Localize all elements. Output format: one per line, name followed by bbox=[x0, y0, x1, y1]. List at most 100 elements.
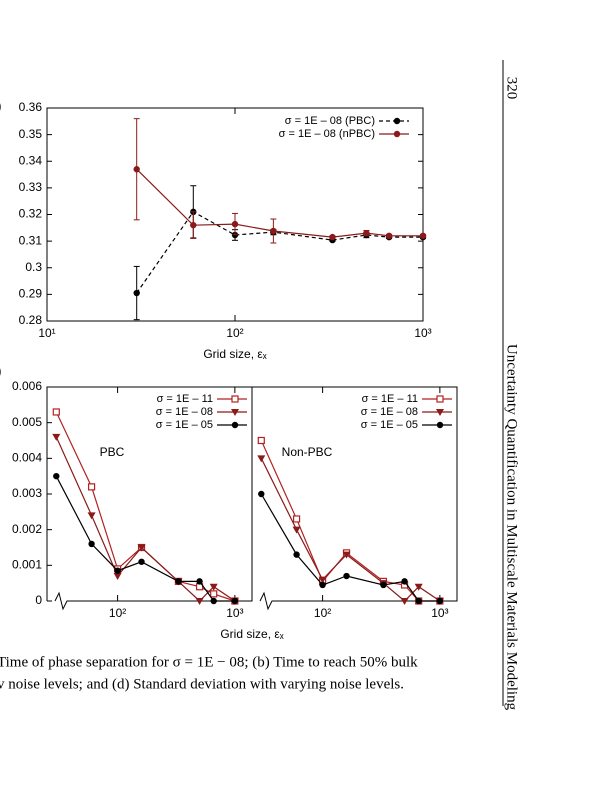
y-tick-label: 0.34 bbox=[19, 153, 43, 167]
series-line bbox=[55, 475, 235, 602]
marker bbox=[190, 221, 197, 229]
marker bbox=[210, 590, 218, 598]
marker bbox=[414, 583, 423, 591]
legend-marker bbox=[436, 421, 444, 429]
legend-label: σ = 1E – 11 bbox=[362, 393, 418, 405]
marker bbox=[292, 515, 301, 523]
y-tick-label: 0.006 bbox=[12, 379, 42, 393]
y-tick-label: 0.32 bbox=[19, 207, 43, 221]
marker bbox=[113, 573, 122, 581]
y-tick-label: 0.001 bbox=[12, 558, 42, 572]
x-tick-label: 10³ bbox=[431, 606, 448, 620]
series-line bbox=[260, 493, 440, 602]
marker bbox=[329, 233, 336, 241]
marker bbox=[53, 472, 60, 480]
y-tick-label: 0 bbox=[35, 593, 42, 607]
legend-marker bbox=[231, 421, 239, 429]
x-tick-label: 10³ bbox=[226, 606, 243, 620]
marker bbox=[133, 289, 140, 297]
running-head: Uncertainty Quantification in Multiscale… bbox=[504, 344, 520, 711]
marker bbox=[88, 540, 95, 548]
axis-break bbox=[46, 591, 69, 611]
axis-break bbox=[251, 591, 274, 611]
marker bbox=[210, 597, 217, 605]
y-tick-label: 0.33 bbox=[19, 180, 43, 194]
marker bbox=[385, 232, 393, 239]
panel-label: ) bbox=[0, 98, 1, 113]
marker bbox=[436, 597, 444, 605]
legend-marker bbox=[393, 117, 401, 125]
x-tick-label: 10¹ bbox=[38, 326, 55, 340]
series-line bbox=[260, 458, 441, 602]
x-axis-label: Grid size, εₓ bbox=[203, 347, 266, 361]
y-tick-label: 0.29 bbox=[19, 287, 43, 301]
marker bbox=[114, 567, 121, 574]
marker bbox=[415, 597, 422, 605]
caption-line: Time of phase separation for σ = 1E − 08… bbox=[0, 654, 418, 670]
marker bbox=[209, 583, 218, 591]
series-line bbox=[136, 168, 423, 238]
marker bbox=[419, 232, 427, 239]
legend-label: σ = 1E – 08 (PBC) bbox=[285, 115, 375, 127]
marker bbox=[363, 229, 370, 237]
y-tick-label: 0.28 bbox=[19, 313, 43, 327]
marker bbox=[342, 551, 351, 559]
marker bbox=[257, 436, 265, 445]
marker bbox=[231, 597, 239, 605]
legend-label: σ = 1E – 05 bbox=[156, 419, 213, 431]
caption-line: v noise levels; and (d) Standard deviati… bbox=[0, 676, 404, 692]
marker bbox=[52, 408, 60, 416]
y-tick-label: 0.3 bbox=[25, 260, 42, 274]
marker bbox=[175, 578, 182, 585]
marker bbox=[343, 572, 350, 580]
x-tick-label: 10² bbox=[314, 606, 331, 620]
legend-marker bbox=[231, 409, 239, 416]
y-tick-label: 0.36 bbox=[19, 100, 43, 114]
legend-label: σ = 1E – 11 bbox=[157, 393, 213, 405]
marker bbox=[380, 581, 387, 589]
marker bbox=[292, 526, 301, 534]
marker bbox=[196, 578, 203, 585]
marker bbox=[318, 576, 327, 584]
marker bbox=[257, 455, 266, 463]
y-tick-label: 0.002 bbox=[12, 522, 42, 536]
marker bbox=[270, 227, 277, 235]
series-line bbox=[136, 211, 423, 294]
legend-marker bbox=[231, 395, 239, 403]
y-tick-label: 0.004 bbox=[12, 451, 42, 465]
panel-label: ) bbox=[0, 363, 1, 378]
marker bbox=[87, 483, 96, 491]
y-tick-label: 0.35 bbox=[19, 127, 43, 141]
marker bbox=[52, 433, 61, 441]
marker bbox=[133, 166, 140, 173]
panel-annotation: PBC bbox=[100, 445, 125, 459]
legend-marker bbox=[436, 409, 444, 416]
marker bbox=[400, 598, 409, 605]
marker bbox=[293, 551, 300, 558]
legend-label: σ = 1E – 08 bbox=[361, 406, 418, 418]
marker bbox=[231, 220, 239, 228]
x-axis-label: Grid size, εₓ bbox=[220, 627, 283, 641]
marker bbox=[319, 581, 326, 589]
legend-label: σ = 1E – 05 bbox=[361, 419, 418, 431]
marker bbox=[87, 512, 96, 520]
marker bbox=[195, 598, 204, 605]
legend-marker bbox=[436, 395, 444, 403]
marker bbox=[137, 544, 146, 552]
y-tick-label: 0.005 bbox=[12, 415, 42, 429]
legend-marker bbox=[393, 130, 401, 138]
y-tick-label: 0.31 bbox=[19, 233, 43, 247]
legend-label: σ = 1E – 08 (nPBC) bbox=[279, 128, 375, 140]
legend-label: σ = 1E – 08 bbox=[156, 406, 213, 418]
page-number: 320 bbox=[504, 77, 520, 100]
marker bbox=[138, 558, 145, 565]
series-line bbox=[55, 436, 236, 602]
x-tick-label: 10³ bbox=[414, 326, 431, 340]
marker bbox=[258, 490, 265, 498]
panel-frame bbox=[251, 386, 458, 602]
y-tick-label: 0.003 bbox=[12, 486, 42, 500]
panel-annotation: Non-PBC bbox=[282, 445, 333, 459]
x-tick-label: 10² bbox=[109, 606, 126, 620]
